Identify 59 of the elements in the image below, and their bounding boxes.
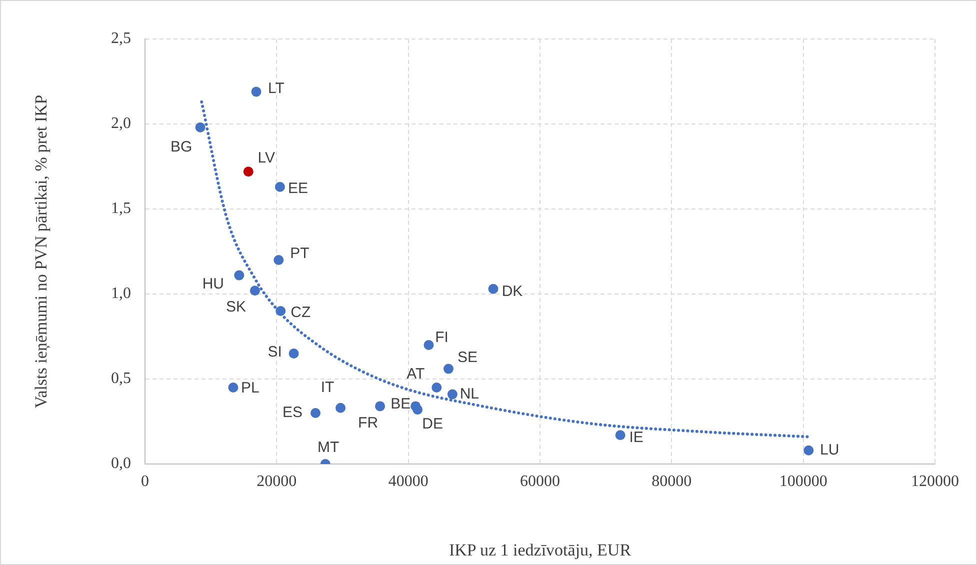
- point: [274, 182, 285, 192]
- point: [228, 382, 238, 392]
- x-axis-title: IKP uz 1 iedzīvotāju, EUR: [448, 540, 632, 560]
- data-label: DE: [422, 416, 443, 433]
- y-tick-label: 2,5: [111, 30, 131, 48]
- point: [424, 340, 434, 350]
- data-label: HU: [202, 275, 224, 292]
- point: [488, 284, 498, 294]
- point: [276, 306, 286, 316]
- data-label: EE: [288, 180, 308, 198]
- x-tick-label: 100000: [779, 472, 828, 490]
- data-label: LT: [268, 80, 284, 97]
- data-label: SE: [457, 348, 478, 366]
- point: [615, 430, 626, 440]
- x-tick-label: 0: [141, 472, 149, 490]
- x-tick-label: 40000: [388, 472, 428, 490]
- point: [274, 255, 284, 265]
- data-label: PL: [241, 380, 260, 397]
- point: [336, 402, 346, 413]
- data-label: MT: [318, 439, 340, 456]
- data-label: SI: [268, 344, 282, 361]
- point: [251, 86, 262, 97]
- data-label: FI: [435, 329, 448, 346]
- data-label: BE: [390, 395, 411, 412]
- point: [375, 401, 386, 412]
- x-tick-label: 80000: [652, 472, 692, 490]
- data-label: IE: [629, 429, 644, 446]
- data-label: CZ: [290, 304, 311, 322]
- data-label: PT: [290, 245, 310, 262]
- point: [432, 382, 442, 392]
- point: [310, 408, 321, 418]
- data-label: LU: [820, 442, 840, 459]
- y-tick-label: 2,0: [111, 115, 131, 132]
- data-label: IT: [320, 379, 334, 396]
- data-label: DK: [502, 283, 523, 300]
- y-axis-title: Valsts ieņēmumi no PVN pārtikai, % pret IKP: [32, 94, 51, 408]
- point: [195, 122, 206, 132]
- y-tick-label: 0,5: [111, 370, 131, 388]
- y-tick-label: 0,0: [111, 455, 131, 472]
- data-label: SK: [226, 298, 246, 316]
- data-label: LV: [258, 150, 275, 167]
- x-tick-label: 60000: [520, 472, 560, 490]
- data-label: BG: [170, 138, 192, 156]
- data-label: NL: [460, 385, 480, 402]
- data-label: ES: [282, 404, 303, 422]
- point: [288, 348, 299, 358]
- data-label: FR: [358, 414, 378, 432]
- point: [250, 286, 260, 296]
- point: [443, 364, 454, 374]
- x-tick-label: 120000: [911, 472, 959, 490]
- y-tick-label: 1,5: [111, 200, 131, 218]
- point: [234, 270, 244, 280]
- point: [447, 389, 458, 400]
- data-label: AT: [406, 366, 425, 383]
- point: [412, 404, 423, 415]
- x-tick-label: 20000: [256, 472, 297, 490]
- point: [804, 445, 814, 456]
- y-tick-label: 1,0: [111, 285, 131, 302]
- point: [243, 166, 254, 177]
